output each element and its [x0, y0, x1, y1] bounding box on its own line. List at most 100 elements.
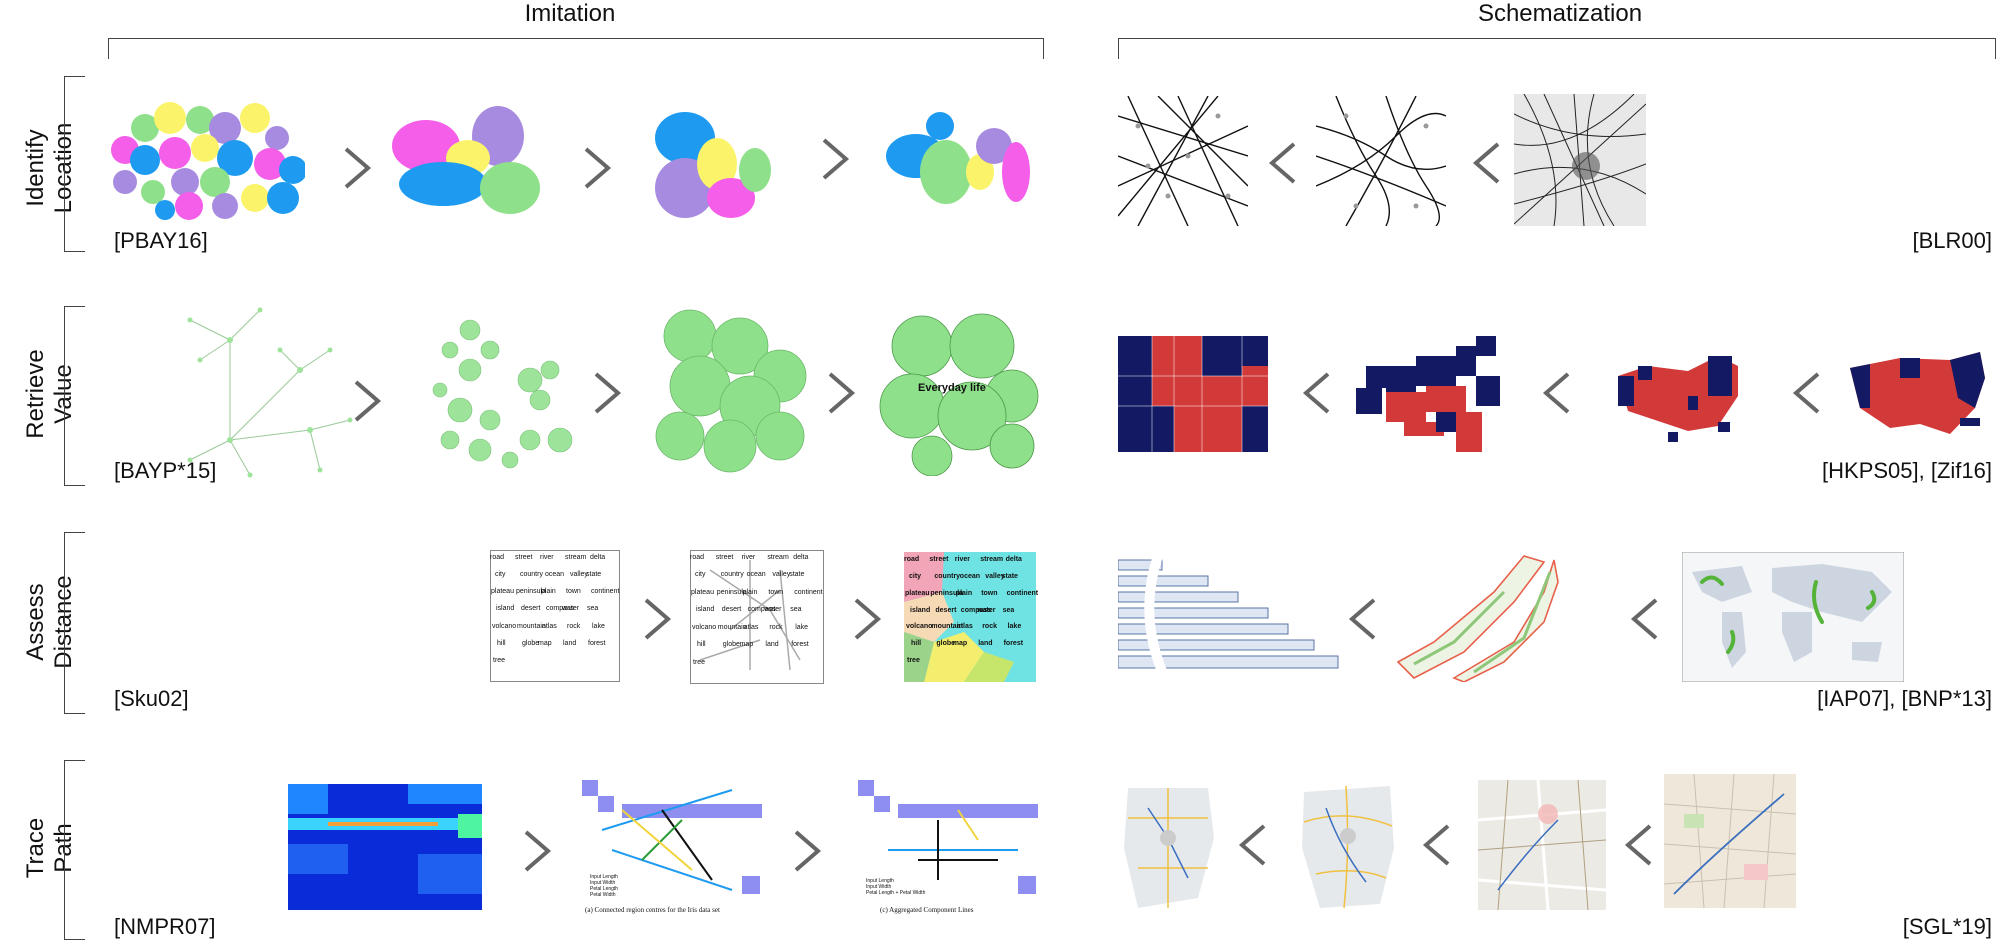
word-label: compass	[960, 606, 992, 614]
road-network-schematic-1	[1118, 96, 1248, 226]
word-label: delta	[793, 554, 809, 561]
election-dorling-cartogram	[1618, 356, 1738, 442]
word-label: tree	[907, 657, 920, 665]
bubble-sets-panel-4	[886, 112, 1030, 204]
word-label: plain	[541, 588, 556, 596]
word-label: ocean	[959, 572, 981, 580]
path-strip-straightened	[1118, 556, 1339, 676]
word-label: city	[909, 572, 922, 580]
citation-row2-right: [HKPS05], [Zif16]	[1822, 458, 1992, 483]
node-link-bubbles-panel	[432, 319, 573, 469]
arrow-right-icon	[794, 830, 822, 872]
word-label: island	[496, 605, 515, 613]
column-bracket-schematization	[1118, 38, 1996, 59]
word-label: road	[904, 556, 920, 563]
election-treemap-panel	[1118, 336, 1268, 452]
world-map-paths	[1682, 552, 1904, 682]
word-label: country	[934, 572, 961, 580]
word-label: land	[563, 639, 577, 647]
arrow-left-icon	[1624, 824, 1652, 866]
word-label: rock	[567, 622, 581, 630]
word-label: lake	[592, 622, 605, 630]
word-label: continent	[591, 588, 620, 596]
word-label: street	[515, 554, 533, 561]
bubble-sets-panel-3	[655, 112, 771, 218]
word-label: water	[764, 606, 782, 614]
word-label: hill	[697, 641, 706, 649]
word-label: desert	[721, 606, 742, 614]
column-bracket-imitation	[108, 38, 1044, 59]
word-label: street	[715, 554, 734, 561]
word-label: globe	[722, 641, 740, 649]
word-label: river	[540, 554, 554, 561]
word-label: town	[566, 588, 581, 596]
citation-row2-left: [BAYP*15]	[114, 458, 217, 483]
word-label: plateau	[905, 589, 930, 597]
path-heatmap-panel	[288, 784, 482, 910]
word-label: water	[562, 605, 580, 613]
path-caption-c: (c) Aggregated Component Lines	[880, 906, 974, 914]
word-label: stream	[980, 556, 1004, 563]
citation-row1-left: [PBAY16]	[114, 228, 208, 253]
word-label: island	[696, 606, 715, 614]
word-label: continent	[794, 588, 823, 596]
arrow-left-icon	[1268, 142, 1296, 184]
word-label: globe	[522, 639, 540, 647]
column-header-schematization: Schematization	[1477, 0, 1643, 27]
arrow-left-icon	[1238, 824, 1266, 866]
path-legend-a: Input Length Input Width Petal Length Peta…	[590, 874, 619, 898]
word-label: peninsula	[930, 589, 964, 597]
arrow-right-icon	[828, 372, 856, 414]
metro-schematic-2	[1302, 785, 1394, 909]
column-header-imitation: Imitation	[524, 0, 616, 27]
word-label: town	[981, 589, 998, 597]
word-label: land	[765, 641, 779, 649]
bubble-treemap-labeled-panel	[879, 313, 1039, 476]
word-label: plateau	[691, 588, 714, 596]
arrow-right-icon	[594, 372, 622, 414]
word-label: state	[1001, 572, 1018, 580]
word-label: rock	[982, 623, 997, 631]
word-label: peninsula	[516, 588, 546, 596]
bubble-treemap-label: Everyday life	[918, 382, 986, 394]
word-label: valley	[985, 572, 1005, 580]
bubble-sets-panel-2	[392, 106, 540, 214]
word-label: country	[720, 571, 744, 579]
word-label: desert	[521, 605, 541, 613]
word-label: plain	[742, 588, 758, 596]
word-label: hill	[911, 640, 922, 648]
word-label: ocean	[746, 571, 766, 579]
arrow-right-icon	[584, 147, 612, 189]
arrow-right-icon	[822, 138, 850, 180]
word-label: desert	[935, 606, 957, 614]
word-label: map	[739, 641, 754, 649]
word-label: land	[978, 640, 993, 648]
bubble-treemap-panel	[655, 309, 807, 473]
word-region-map-panel: road street river stream delta city country oce…	[904, 552, 1039, 682]
word-label: valley	[772, 571, 791, 579]
word-label: river	[954, 556, 970, 563]
path-caption-a: (a) Connected region centres for the Iri…	[585, 906, 720, 914]
word-label: stream	[767, 554, 789, 561]
word-label: atlas	[542, 622, 557, 630]
word-label: atlas	[743, 623, 759, 631]
citation-row3-right: [IAP07], [BNP*13]	[1817, 686, 1992, 711]
word-label: sea	[790, 606, 802, 614]
word-label: stream	[565, 554, 587, 561]
arrow-right-icon	[344, 147, 372, 189]
word-label: country	[520, 571, 543, 579]
path-strip-curved	[1396, 555, 1559, 682]
word-label: peninsula	[716, 588, 747, 596]
word-label: forest	[1003, 640, 1024, 648]
word-label: street	[929, 556, 949, 563]
word-label: city	[695, 571, 706, 579]
word-label: delta	[1005, 556, 1022, 563]
word-label: plain	[955, 589, 973, 597]
word-label: volcano	[492, 622, 517, 630]
word-label: continent	[1006, 589, 1039, 597]
metro-schematic-1	[1124, 788, 1214, 908]
citation-row3-left: [Sku02]	[114, 686, 189, 711]
word-label: ocean	[545, 571, 565, 579]
word-scatter-panel: road street river stream delta city country oce…	[490, 550, 620, 682]
word-label: delta	[590, 554, 606, 561]
